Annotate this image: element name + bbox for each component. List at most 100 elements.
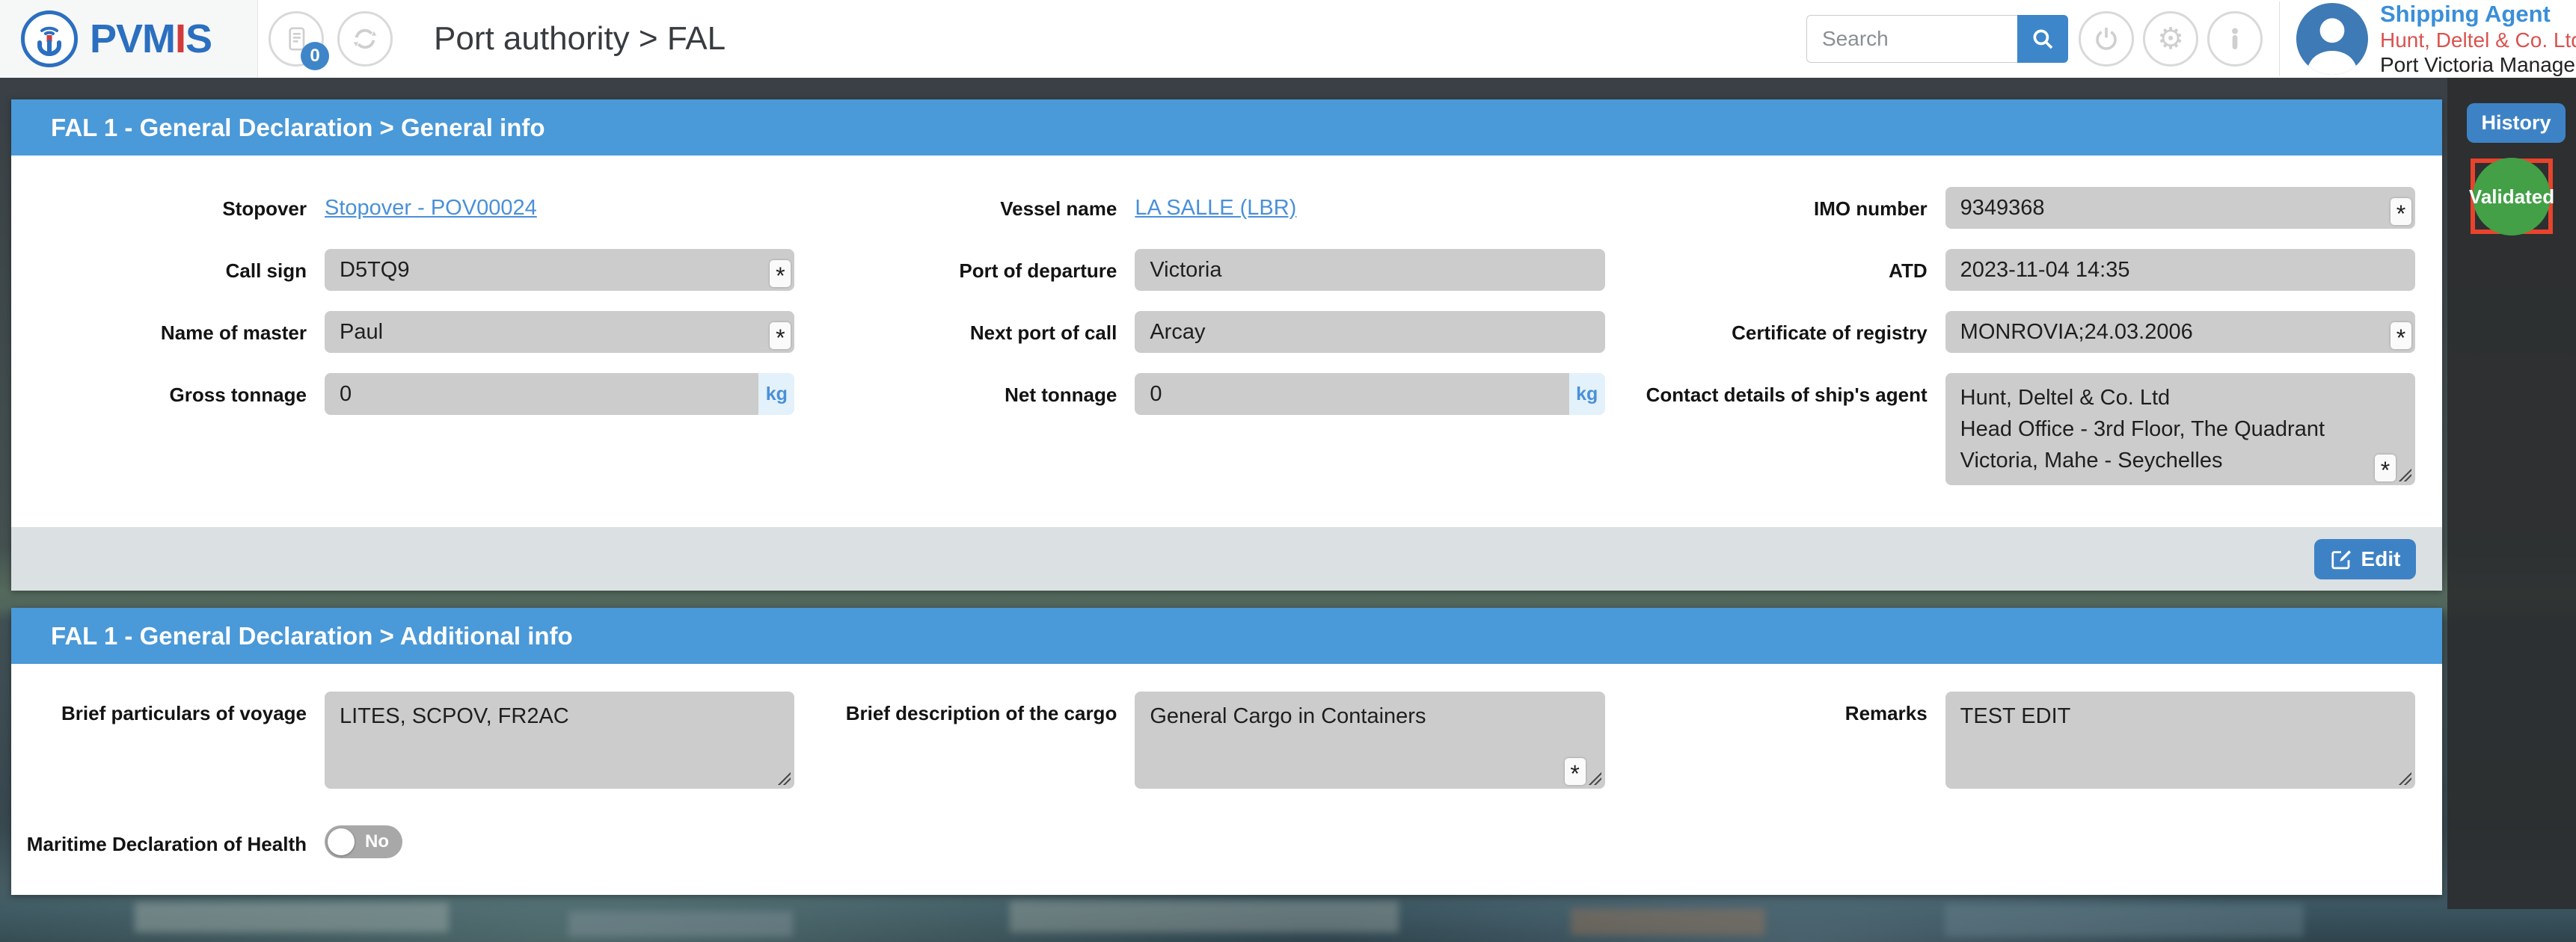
header-divider xyxy=(2279,1,2280,76)
background-photo xyxy=(0,895,2576,942)
voyage-particulars-label: Brief particulars of voyage xyxy=(61,702,307,724)
next-port-of-call-label: Next port of call xyxy=(969,321,1117,344)
required-asterisk: * xyxy=(1564,758,1586,786)
edit-button-label: Edit xyxy=(2361,547,2401,570)
net-tonnage-unit: kg xyxy=(1568,373,1605,415)
field-remarks: Remarks TEST EDIT xyxy=(1632,692,2442,789)
field-port-of-departure: Port of departure Victoria xyxy=(821,249,1631,291)
settings-button[interactable]: ⚙︎ xyxy=(2143,11,2198,67)
required-asterisk: * xyxy=(2375,455,2396,482)
general-info-panel: FAL 1 - General Declaration > General in… xyxy=(11,99,2442,591)
mdh-toggle[interactable]: No xyxy=(325,825,402,858)
required-asterisk: * xyxy=(2391,198,2411,226)
cargo-description-textarea[interactable]: General Cargo in Containers xyxy=(1135,692,1605,789)
gross-tonnage-unit: kg xyxy=(758,373,795,415)
pencil-edit-icon xyxy=(2331,550,2351,569)
port-of-departure-label: Port of departure xyxy=(959,259,1117,282)
call-sign-input[interactable]: D5TQ9 xyxy=(325,249,795,291)
field-imo-number: IMO number 9349368 * xyxy=(1632,187,2442,229)
toggle-knob xyxy=(328,828,355,855)
stopover-label: Stopover xyxy=(222,197,307,220)
app-header: PVMIS 0 Port authority > FAL xyxy=(0,0,2576,78)
field-next-port-of-call: Next port of call Arcay xyxy=(821,311,1631,353)
required-asterisk: * xyxy=(770,322,791,350)
additional-info-panel: FAL 1 - General Declaration > Additional… xyxy=(11,608,2442,895)
search-icon xyxy=(2033,29,2053,49)
field-gross-tonnage: Gross tonnage 0 kg xyxy=(11,373,821,485)
gross-tonnage-label: Gross tonnage xyxy=(169,384,307,406)
refresh-button[interactable] xyxy=(337,11,393,67)
field-vessel-name: Vessel name LA SALLE (LBR) xyxy=(821,187,1631,229)
atd-input[interactable]: 2023-11-04 14:35 xyxy=(1945,249,2415,291)
gross-tonnage-input[interactable]: 0 xyxy=(325,373,759,415)
brand-logo[interactable]: PVMIS xyxy=(0,0,258,78)
name-of-master-input[interactable]: Paul xyxy=(325,311,795,353)
imo-number-label: IMO number xyxy=(1813,197,1928,220)
resize-handle[interactable] xyxy=(777,772,791,785)
search-input[interactable] xyxy=(1806,15,2017,63)
field-net-tonnage: Net tonnage 0 kg xyxy=(821,373,1631,485)
status-badge: Validated xyxy=(2469,158,2554,236)
info-button[interactable] xyxy=(2207,11,2263,67)
field-certificate-of-registry: Certificate of registry MONROVIA;24.03.2… xyxy=(1632,311,2442,353)
field-atd: ATD 2023-11-04 14:35 xyxy=(1632,249,2442,291)
atd-label: ATD xyxy=(1889,259,1928,282)
field-name-of-master: Name of master Paul * xyxy=(11,311,821,353)
user-avatar[interactable] xyxy=(2296,3,2368,75)
refresh-icon xyxy=(353,28,377,49)
field-call-sign: Call sign D5TQ9 * xyxy=(11,249,821,291)
user-organisation: Port Victoria Managem xyxy=(2380,53,2576,77)
general-info-footer: Edit xyxy=(11,527,2442,591)
history-button[interactable]: History xyxy=(2467,103,2566,143)
net-tonnage-input[interactable]: 0 xyxy=(1135,373,1569,415)
queue-icon-button[interactable]: 0 xyxy=(269,11,329,70)
required-asterisk: * xyxy=(770,260,791,288)
mdh-toggle-state: No xyxy=(365,831,389,852)
imo-number-input[interactable]: 9349368 xyxy=(1945,187,2415,229)
search-button[interactable] xyxy=(2017,15,2068,63)
right-sidebar: History Validated xyxy=(2467,103,2566,236)
brand-wordmark: PVMIS xyxy=(90,16,212,61)
field-maritime-declaration-of-health: Maritime Declaration of Health No xyxy=(11,822,2442,899)
remarks-textarea[interactable]: TEST EDIT xyxy=(1945,692,2415,789)
field-stopover: Stopover Stopover - POV00024 xyxy=(11,187,821,229)
page-title: Port authority > FAL xyxy=(434,20,726,57)
user-info: Shipping Agent Hunt, Deltel & Co. Ltd Po… xyxy=(2380,1,2576,78)
additional-info-panel-title: FAL 1 - General Declaration > Additional… xyxy=(11,608,2442,664)
general-info-panel-title: FAL 1 - General Declaration > General in… xyxy=(11,99,2442,156)
field-voyage-particulars: Brief particulars of voyage LITES, SCPOV… xyxy=(11,692,821,789)
resize-handle[interactable] xyxy=(2398,468,2411,482)
queue-count-badge: 0 xyxy=(301,42,329,70)
user-role: Shipping Agent xyxy=(2380,0,2551,27)
agent-contact-textarea[interactable]: Hunt, Deltel & Co. Ltd Head Office - 3rd… xyxy=(1945,373,2415,486)
user-company: Hunt, Deltel & Co. Ltd xyxy=(2380,28,2576,52)
next-port-of-call-input[interactable]: Arcay xyxy=(1135,311,1605,353)
search-box xyxy=(1806,15,2068,63)
stopover-link[interactable]: Stopover - POV00024 xyxy=(325,196,537,220)
resize-handle[interactable] xyxy=(1587,772,1601,785)
agent-contact-label: Contact details of ship's agent xyxy=(1646,384,1928,406)
logout-button[interactable] xyxy=(2079,11,2134,67)
gear-icon: ⚙︎ xyxy=(2157,22,2184,56)
field-agent-contact: Contact details of ship's agent Hunt, De… xyxy=(1632,373,2442,486)
edit-button[interactable]: Edit xyxy=(2314,538,2416,579)
field-cargo-description: Brief description of the cargo General C… xyxy=(821,692,1631,789)
vessel-name-label: Vessel name xyxy=(1000,197,1117,220)
port-of-departure-input[interactable]: Victoria xyxy=(1135,249,1605,291)
person-icon xyxy=(2307,18,2358,75)
mdh-label: Maritime Declaration of Health xyxy=(26,833,307,855)
cargo-description-label: Brief description of the cargo xyxy=(845,702,1117,724)
net-tonnage-label: Net tonnage xyxy=(1005,384,1117,406)
power-icon xyxy=(2096,28,2117,50)
certificate-of-registry-label: Certificate of registry xyxy=(1732,321,1928,344)
remarks-label: Remarks xyxy=(1844,702,1928,724)
certificate-of-registry-input[interactable]: MONROVIA;24.03.2006 xyxy=(1945,311,2415,353)
resize-handle[interactable] xyxy=(2398,772,2411,785)
name-of-master-label: Name of master xyxy=(160,321,307,344)
document-list-icon xyxy=(289,27,305,51)
info-icon xyxy=(2232,28,2238,49)
vessel-name-link[interactable]: LA SALLE (LBR) xyxy=(1135,196,1297,220)
voyage-particulars-textarea[interactable]: LITES, SCPOV, FR2AC xyxy=(325,692,795,789)
required-asterisk: * xyxy=(2391,322,2411,350)
call-sign-label: Call sign xyxy=(225,259,307,282)
